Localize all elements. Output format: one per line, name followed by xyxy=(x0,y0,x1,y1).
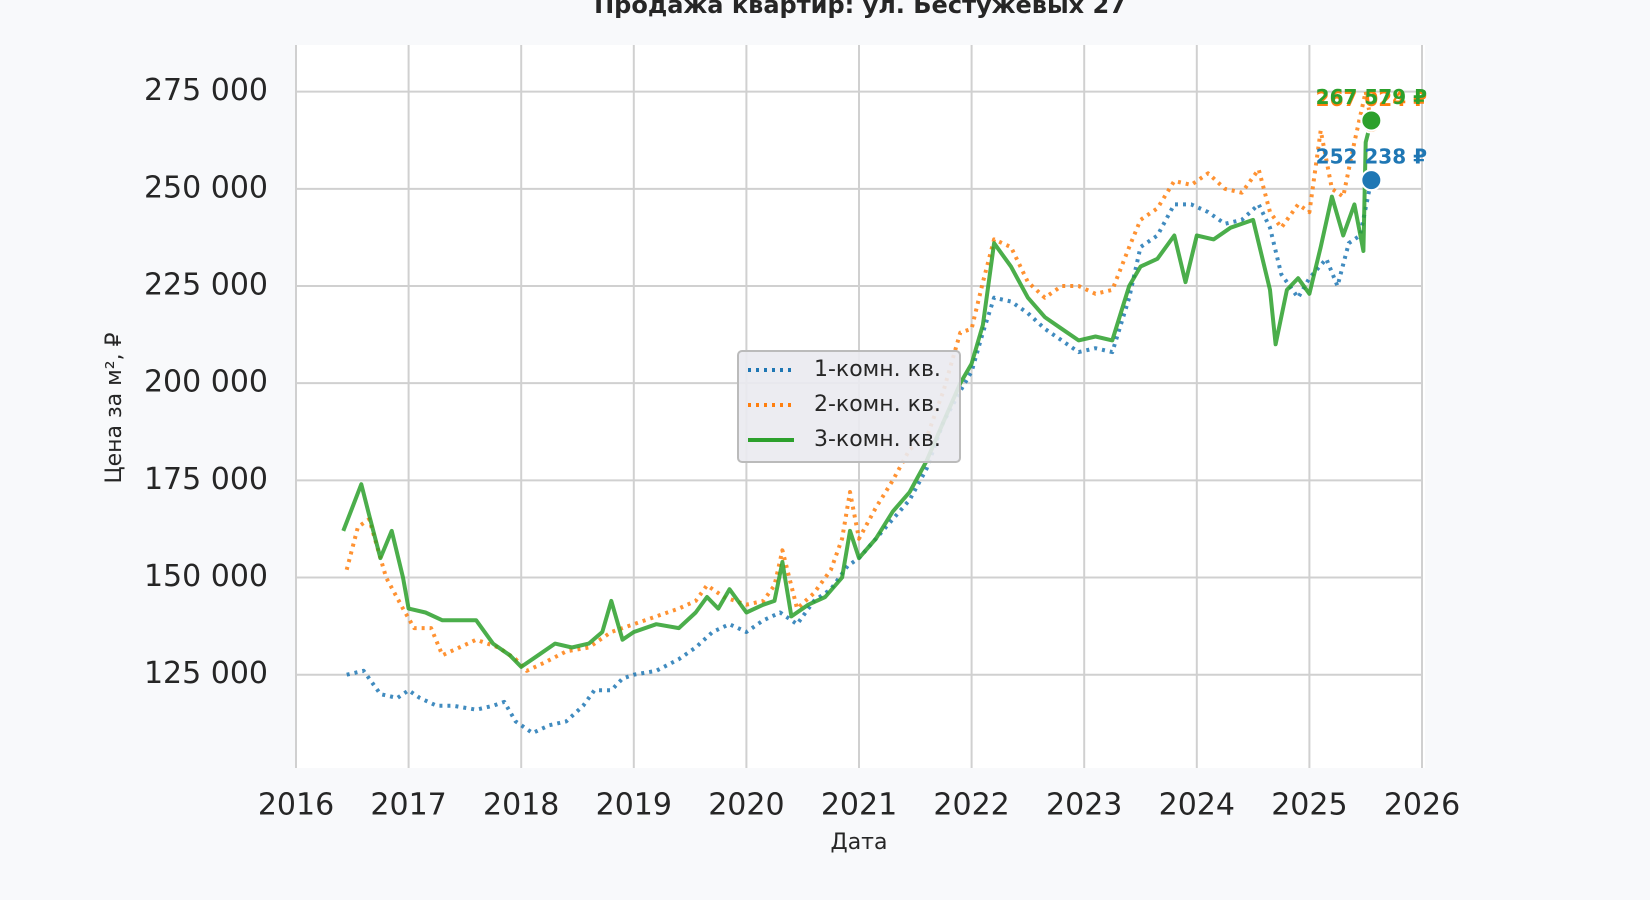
end-label: 267 024 ₽ xyxy=(1316,87,1427,111)
legend: 1-комн. кв. 2-комн. кв. 3-комн. кв. xyxy=(737,350,961,463)
lines: 252 238 ₽ 267 024 ₽267 579 ₽ xyxy=(341,85,1427,735)
y-tick-label: 200 000 xyxy=(144,365,268,400)
x-tick-label: 2026 xyxy=(1384,788,1460,823)
legend-label: 1-комн. кв. xyxy=(814,357,941,382)
x-tick-label: 2023 xyxy=(1046,788,1122,823)
y-tick-label: 225 000 xyxy=(144,268,268,303)
x-tick-label: 2025 xyxy=(1271,788,1347,823)
legend-label: 2-комн. кв. xyxy=(814,392,941,417)
end-label: 252 238 ₽ xyxy=(1316,145,1427,169)
y-tick-label: 150 000 xyxy=(144,559,268,594)
x-tick-label: 2017 xyxy=(370,788,446,823)
x-tick-label: 2016 xyxy=(258,788,334,823)
chart-title: Продажа квартир: ул. Бестужевых 27 xyxy=(594,0,1126,19)
y-tick-label: 175 000 xyxy=(144,462,268,497)
y-tick-label: 125 000 xyxy=(144,656,268,691)
y-tick-label: 275 000 xyxy=(144,73,268,108)
y-tick-label: 250 000 xyxy=(144,170,268,205)
x-tick-label: 2022 xyxy=(933,788,1009,823)
legend-box xyxy=(737,350,961,463)
x-axis-label: Дата xyxy=(831,830,888,855)
end-point xyxy=(1360,169,1383,192)
end-label: 267 579 ₽ xyxy=(1316,85,1427,109)
x-tick-label: 2021 xyxy=(821,788,897,823)
y-axis-label: Цена за м², ₽ xyxy=(102,332,127,483)
x-tick-label: 2020 xyxy=(708,788,784,823)
x-tick-label: 2024 xyxy=(1159,788,1235,823)
x-tick-label: 2019 xyxy=(596,788,672,823)
x-tick-label: 2018 xyxy=(483,788,559,823)
series-line xyxy=(341,120,1374,669)
end-point xyxy=(1360,109,1383,132)
legend-label: 3-комн. кв. xyxy=(814,427,941,452)
